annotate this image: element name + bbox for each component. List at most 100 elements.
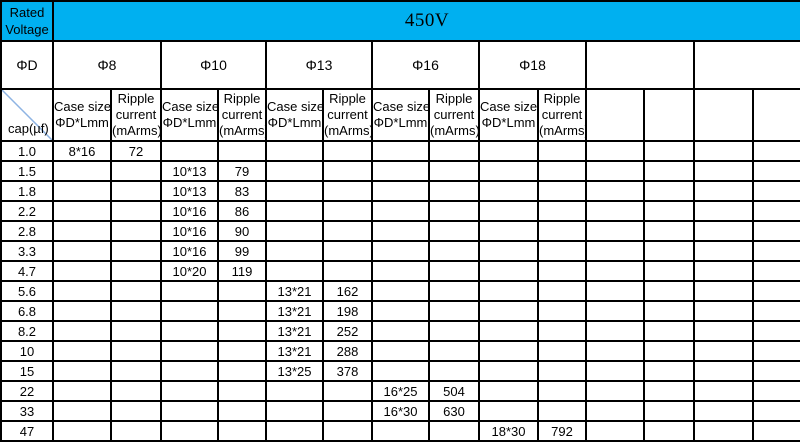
data-cell [585,340,645,362]
data-cell [160,280,219,302]
data-cell [751,420,800,442]
data-cell: 86 [217,200,267,222]
data-cell [478,320,539,342]
data-cell [478,260,539,282]
data-cell [110,340,162,362]
sub-header-line: ΦD*Lmm [267,115,322,130]
data-cell [110,160,162,182]
cap-value-cell: 2.8 [0,220,54,242]
sub-header-line: Ripple [223,91,261,106]
data-cell [751,280,800,302]
data-cell [537,400,587,422]
data-cell [217,300,267,322]
data-cell [643,140,695,162]
data-cell [643,220,695,242]
data-cell [428,220,480,242]
data-cell [478,240,539,262]
data-cell [537,380,587,402]
cap-value-cell: 6.8 [0,300,54,322]
data-cell [478,300,539,322]
data-cell [371,340,430,362]
data-cell: 13*25 [265,360,324,382]
data-cell: 162 [322,280,373,302]
data-cell: 378 [322,360,373,382]
data-cell [585,380,645,402]
data-cell [643,240,695,262]
data-cell: 8*16 [52,140,112,162]
sub-header-line: Ripple [435,91,473,106]
sub-header-line: Ripple [117,91,155,106]
data-cell [537,200,587,222]
data-cell [537,360,587,382]
ripple-current-header: Ripple current (mArms) [322,88,373,142]
data-cell [585,200,645,222]
data-cell [751,240,800,262]
data-cell [751,360,800,382]
sub-header-line: Ripple [543,91,581,106]
data-cell [110,360,162,382]
table-body: 1.0 8*16 72 1.5 10*13 79 1.8 10*13 83 2.2 10*16 86 2… [0,140,800,442]
data-cell [537,140,587,162]
data-cell [478,140,539,162]
data-cell [693,200,754,222]
data-cell [110,300,162,322]
data-cell [693,180,754,202]
data-cell [478,380,539,402]
data-cell [693,360,754,382]
data-cell [585,220,645,242]
voltage-value-header: 450V [51,0,800,42]
data-cell [643,280,695,302]
group-header-phi10: Φ10 [160,40,267,90]
data-cell [585,360,645,382]
data-cell [428,320,480,342]
data-cell [265,240,324,262]
data-cell: 10*16 [160,220,219,242]
data-cell [322,420,373,442]
sub-header-line: Case size [54,99,111,114]
data-cell: 13*21 [265,280,324,302]
data-cell [478,360,539,382]
data-cell [52,360,112,382]
data-cell: 79 [217,160,267,182]
cap-value-cell: 1.5 [0,160,54,182]
diameter-group-row: ΦD Φ8 Φ10 Φ13 Φ16 Φ18 [0,40,800,90]
data-cell [478,400,539,422]
data-cell [160,320,219,342]
data-cell [693,340,754,362]
data-cell [585,280,645,302]
data-cell [322,400,373,422]
data-cell [585,240,645,262]
data-cell: 198 [322,300,373,322]
data-cell [265,260,324,282]
data-cell: 90 [217,220,267,242]
case-size-header: Case size ΦD*Lmm [478,88,539,142]
data-cell [160,140,219,162]
data-cell [371,220,430,242]
data-cell [585,140,645,162]
data-cell [265,160,324,182]
data-cell [693,260,754,282]
data-cell [751,140,800,162]
data-cell [322,240,373,262]
data-cell [693,140,754,162]
data-cell [751,320,800,342]
sub-header-line: current [433,107,475,122]
data-cell: 630 [428,400,480,422]
data-cell [643,360,695,382]
data-cell [217,360,267,382]
table-row: 2.2 10*16 86 [0,200,800,222]
data-cell [537,240,587,262]
data-cell [585,180,645,202]
data-cell [371,200,430,222]
data-cell [322,220,373,242]
data-cell [52,220,112,242]
table-row: 3.3 10*16 99 [0,240,800,262]
data-cell [537,220,587,242]
data-cell [428,180,480,202]
data-cell [322,140,373,162]
data-cell: 18*30 [478,420,539,442]
rated-voltage-line1: Rated [9,5,45,20]
data-cell [693,380,754,402]
data-cell [52,240,112,262]
data-cell [585,300,645,322]
